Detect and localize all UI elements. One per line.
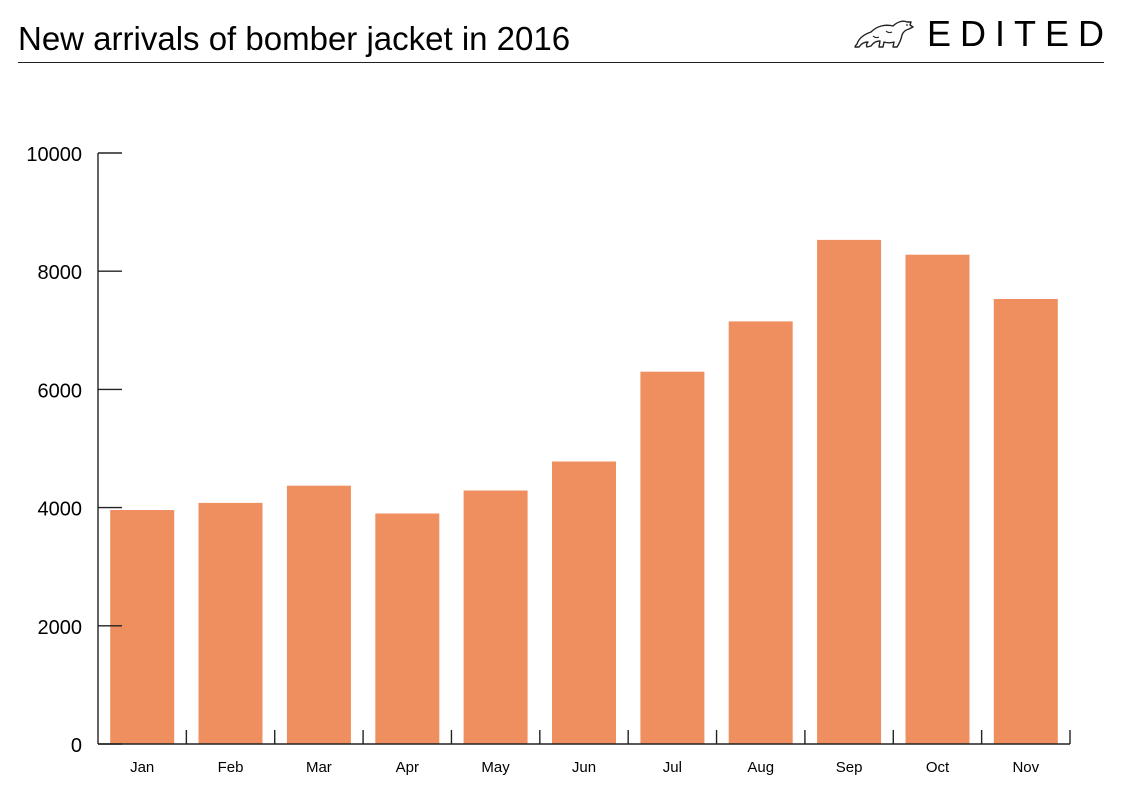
y-tick-labels: 0 2000 4000 6000 8000 10000 (26, 144, 82, 757)
y-tick-label: 10000 (26, 144, 82, 166)
bar-mar (286, 485, 351, 744)
x-tick-label: Nov (1012, 759, 1039, 776)
bar-may (463, 490, 528, 744)
brand-logo: EDITED (853, 13, 1104, 54)
bar-jun (552, 461, 616, 744)
bar-jul (640, 371, 705, 744)
bar-nov (993, 299, 1058, 744)
bars-layer (110, 239, 1058, 744)
x-tick-label: Feb (218, 759, 244, 776)
bar-jan (110, 510, 175, 744)
bar-aug (728, 321, 793, 744)
bar-apr (375, 513, 440, 744)
chart-title: New arrivals of bomber jacket in 2016 (18, 20, 571, 57)
bar-oct (905, 254, 970, 744)
x-tick-label: Apr (396, 759, 419, 776)
brand-name: EDITED (926, 13, 1113, 54)
x-tick-labels: Jan Feb Mar Apr May Jun Jul Aug Sep Oct Nov (130, 759, 1040, 776)
x-tick-label: Sep (836, 759, 863, 776)
y-tick-label: 6000 (38, 380, 83, 402)
chart-header: New arrivals of bomber jacket in 2016 ED… (18, 13, 1104, 63)
bar-feb (198, 502, 263, 744)
bar-sep (817, 239, 882, 744)
x-tick-label: Aug (747, 759, 774, 776)
y-tick-label: 0 (71, 735, 82, 757)
x-tick-label: Jun (572, 759, 596, 776)
x-tick-label: Jan (130, 759, 154, 776)
axes-layer (97, 152, 1071, 745)
x-tick-label: Oct (926, 759, 950, 776)
polar-bear-icon (853, 14, 915, 54)
x-tick-label: Jul (663, 759, 682, 776)
x-tick-label: Mar (306, 759, 332, 776)
x-tick-label: May (481, 759, 510, 776)
y-tick-label: 8000 (38, 262, 83, 284)
y-tick-label: 2000 (38, 617, 83, 639)
y-tick-label: 4000 (38, 499, 83, 521)
